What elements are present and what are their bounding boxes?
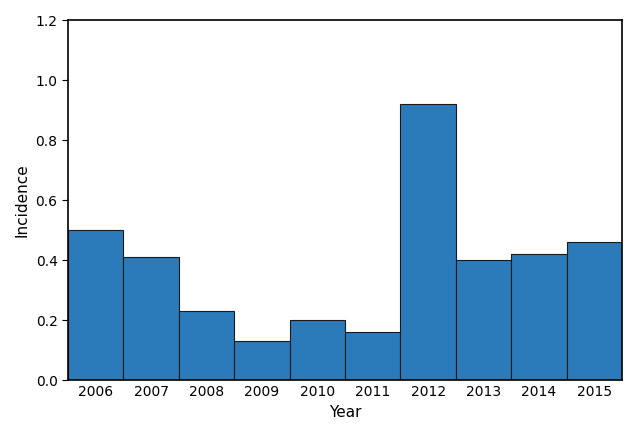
Bar xyxy=(234,341,290,380)
Y-axis label: Incidence: Incidence xyxy=(15,163,30,237)
Bar xyxy=(68,230,124,380)
Bar xyxy=(345,332,401,380)
Bar xyxy=(456,260,512,380)
Bar xyxy=(124,257,179,380)
Bar xyxy=(290,320,345,380)
X-axis label: Year: Year xyxy=(329,404,361,419)
Bar xyxy=(179,311,234,380)
Bar xyxy=(512,254,566,380)
Bar xyxy=(401,104,456,380)
Bar xyxy=(566,242,622,380)
